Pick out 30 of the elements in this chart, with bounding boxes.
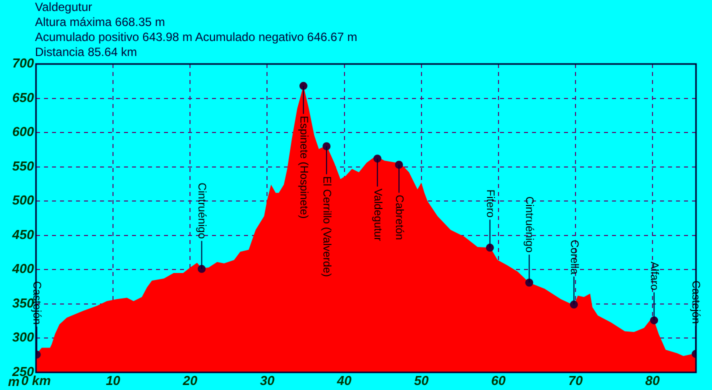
annotation: Castejón	[690, 280, 702, 324]
text: Distancia 85.64 km	[35, 45, 138, 60]
annotation: Corella	[568, 240, 580, 276]
y-tick-label: 300	[12, 330, 35, 345]
annotation: Cabretón	[392, 194, 405, 240]
annotation: Valdegutur	[371, 188, 384, 242]
annotation: Fitero	[484, 190, 496, 218]
y-tick-label: 650	[12, 90, 35, 105]
x-tick-label: 40	[336, 372, 352, 388]
x-tick-label: 80	[645, 372, 661, 388]
x-tick-label: 50	[414, 372, 430, 388]
y-tick-label: 550	[12, 158, 35, 174]
x-tick-label: 30	[260, 372, 276, 388]
annotation: Cintruénigo	[196, 182, 208, 239]
y-tick-label: 450	[11, 226, 35, 242]
y-tick-label: 600	[12, 124, 35, 140]
annotation: Espinete (Hospinete)	[297, 116, 310, 219]
y-tick-label: 400	[11, 261, 35, 276]
annotation: Alfaro	[648, 262, 660, 290]
annotation: Cintruénigo	[523, 196, 536, 253]
text: Acumulado positivo 643.98 m Acumulado negativo 646.67 m	[35, 30, 358, 45]
x-tick-label: 20	[182, 372, 198, 388]
x-tick-label: 70	[568, 372, 584, 388]
text: Altura máxima 668.35 m	[35, 15, 166, 30]
y-tick-label: 500	[12, 192, 35, 208]
annotation: El Cerrillo (Valverde)	[320, 176, 333, 277]
x-tick-label: 60	[491, 372, 506, 388]
chart-title: Valdegutur	[35, 0, 94, 15]
x-tick-label: 10	[106, 372, 122, 388]
y-tick-label: 700	[12, 56, 35, 71]
